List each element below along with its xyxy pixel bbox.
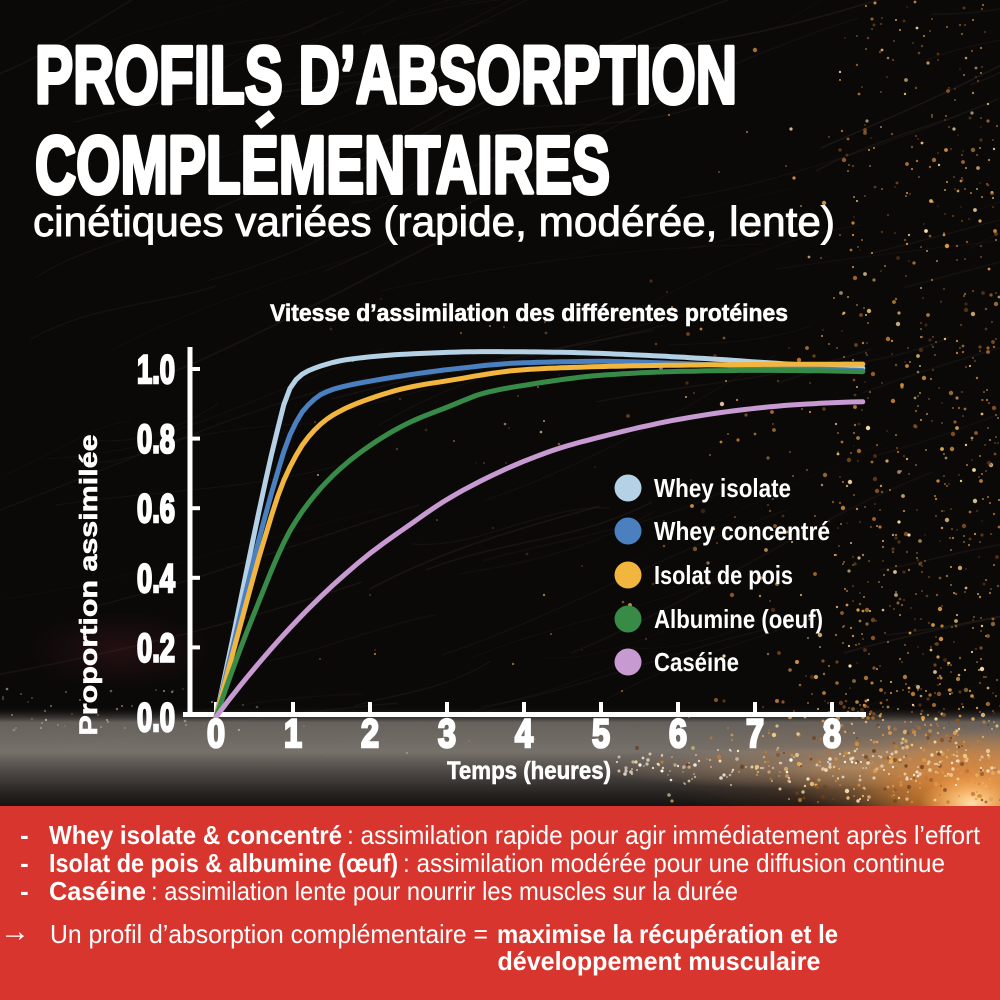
svg-text:0.0: 0.0 [137, 696, 175, 740]
svg-text:5: 5 [592, 712, 610, 756]
svg-text:: assimilation modérée pour un: : assimilation modérée pour une diffusio… [403, 848, 945, 878]
svg-text:2: 2 [361, 712, 379, 756]
svg-text:8: 8 [823, 712, 841, 756]
svg-text:développement musculaire: développement musculaire [498, 946, 821, 976]
svg-text:0: 0 [207, 712, 225, 756]
svg-text:0.6: 0.6 [137, 487, 175, 531]
svg-text:0.4: 0.4 [137, 557, 176, 601]
svg-text:6: 6 [669, 712, 687, 756]
svg-text:-: - [20, 820, 29, 850]
svg-text:: assimilation lente pour nour: : assimilation lente pour nourrir les mu… [151, 876, 738, 906]
svg-text:Whey isolate & concentré: Whey isolate & concentré [49, 820, 342, 850]
svg-text:4: 4 [515, 712, 534, 756]
svg-text:: assimilation rapide pour agi: : assimilation rapide pour agir immédiat… [347, 820, 981, 850]
svg-text:1.0: 1.0 [137, 348, 175, 392]
svg-text:maximise la récupération et le: maximise la récupération et le [497, 919, 838, 949]
svg-text:COMPLEMENTAIRES: COMPLEMENTAIRES [35, 120, 610, 211]
svg-text:0.8: 0.8 [137, 418, 175, 462]
svg-text:Caséine: Caséine [654, 647, 739, 677]
svg-text:Vitesse d’assimilation des dif: Vitesse d’assimilation des différentes p… [270, 300, 788, 327]
svg-text:7: 7 [746, 712, 764, 756]
svg-text:→: → [0, 915, 30, 948]
svg-text:Caséine: Caséine [49, 876, 146, 906]
svg-text:Un profil d’absorption complém: Un profil d’absorption complémentaire = [50, 919, 488, 949]
svg-text:Isolat de pois: Isolat de pois [654, 560, 793, 590]
svg-text:Temps (heures): Temps (heures) [447, 757, 611, 785]
svg-text:Proportion assimilée: Proportion assimilée [75, 434, 103, 735]
svg-text:-: - [20, 876, 29, 906]
svg-text:Albumine (oeuf): Albumine (oeuf) [654, 604, 823, 634]
svg-text:PROFILS D’ABSORPTION: PROFILS D’ABSORPTION [35, 30, 737, 121]
svg-text:1: 1 [284, 712, 302, 756]
svg-text:cinétiques variées (rapide, mo: cinétiques variées (rapide, modérée, len… [33, 198, 835, 245]
svg-text:Whey isolate: Whey isolate [654, 473, 791, 503]
svg-text:Isolat de pois & albumine (œuf: Isolat de pois & albumine (œuf) [49, 848, 398, 878]
svg-text:-: - [20, 848, 29, 878]
svg-text:Whey concentré: Whey concentré [654, 516, 830, 546]
svg-text:0.2: 0.2 [137, 626, 175, 670]
svg-text:3: 3 [438, 712, 456, 756]
